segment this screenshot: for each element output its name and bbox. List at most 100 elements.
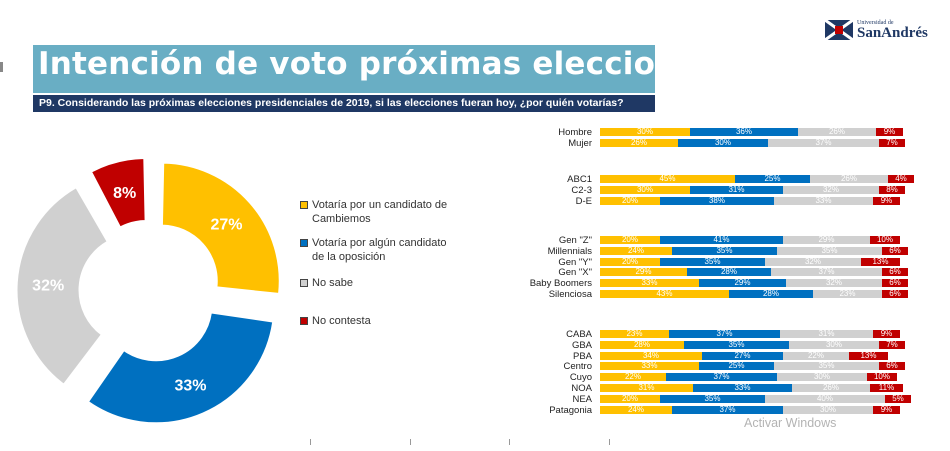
bar-segment-cambiemos: 20% (600, 257, 660, 266)
row-label-nea: NEA (572, 393, 592, 405)
legend-swatch-icon (300, 201, 308, 209)
bar-segment-cambiemos: 29% (600, 268, 687, 277)
bar-value-label: 26% (840, 175, 857, 183)
bar-segment-cambiemos: 30% (600, 128, 690, 136)
bar-segment-oposicion: 37% (666, 373, 777, 382)
bar-value-label: 32% (804, 257, 821, 266)
university-logo: Universidad de SanAndrés (824, 18, 928, 42)
page-edge-marker (0, 62, 3, 72)
bar-segment-no-contesta: 9% (873, 405, 900, 414)
bar-value-label: 35% (704, 394, 721, 403)
bar-segment-oposicion: 30% (678, 138, 768, 147)
axis-tick (509, 439, 510, 445)
bar-value-label: 13% (872, 257, 889, 266)
bar-value-label: 20% (621, 394, 638, 403)
bar-value-label: 7% (886, 340, 898, 349)
bar-segment-no-contesta: 8% (879, 185, 905, 194)
bar-segment-no-sabe: 22% (783, 351, 849, 360)
bar-value-label: 23% (626, 330, 643, 338)
bar-value-label: 22% (807, 351, 824, 360)
bar-segment-no-sabe: 26% (798, 128, 876, 136)
row-label-abc1: ABC1 (567, 174, 592, 185)
bar-value-label: 10% (876, 236, 893, 244)
bar-value-label: 31% (728, 185, 745, 194)
donut-slice-cambiemos (161, 162, 280, 294)
legend-swatch-icon (300, 317, 308, 325)
bar-value-label: 6% (889, 246, 901, 255)
bar-value-label: 35% (716, 246, 733, 255)
bar-value-label: 8% (886, 185, 898, 194)
legend-swatch-icon (300, 279, 308, 287)
bar-value-label: 31% (818, 330, 835, 338)
bar-segment-cambiemos: 24% (600, 405, 672, 414)
bar-segment-no-sabe: 31% (780, 330, 873, 338)
row-label-millennials: Millennials (547, 245, 592, 257)
bar-value-label: 35% (821, 246, 838, 255)
legend-label: No contesta (312, 315, 371, 327)
bar-value-label: 30% (813, 373, 830, 382)
bar-value-label: 37% (815, 138, 832, 147)
bar-value-label: 34% (642, 351, 659, 360)
bar-value-label: 6% (889, 268, 901, 277)
bar-segment-cambiemos: 33% (600, 279, 699, 288)
bar-segment-no-contesta: 10% (867, 373, 897, 382)
bar-value-label: 22% (624, 373, 641, 382)
bar-value-label: 11% (878, 384, 895, 392)
bar-value-label: 24% (627, 405, 644, 414)
bar-value-label: 24% (627, 246, 644, 255)
bar-segment-oposicion: 27% (702, 351, 783, 360)
bar-value-label: 4% (895, 175, 907, 183)
donut-label-cambiemos: 27% (210, 217, 242, 234)
bar-segment-no-contesta: 6% (882, 268, 908, 277)
bar-value-label: 30% (636, 128, 653, 136)
bar-value-label: 33% (641, 362, 658, 371)
bar-segment-no-contesta: 4% (888, 175, 914, 183)
axis-tick (609, 439, 610, 445)
bar-value-label: 6% (889, 279, 901, 288)
legend-item-cambiemos: Votaría por un candidato de Cambiemos (300, 198, 450, 226)
bar-segment-oposicion: 41% (660, 236, 783, 244)
bar-value-label: 37% (713, 373, 730, 382)
bar-segment-oposicion: 37% (669, 330, 780, 338)
donut-slice-oposicion (87, 312, 274, 424)
bar-segment-no-contesta: 13% (861, 257, 900, 266)
row-label-c2-3: C2-3 (571, 184, 592, 196)
bar-segment-no-sabe: 35% (777, 246, 882, 255)
row-label-silenciosa: Silenciosa (548, 289, 592, 300)
bar-value-label: 41% (713, 236, 730, 244)
bar-segment-cambiemos: 30% (600, 185, 690, 194)
bar-segment-oposicion: 33% (693, 384, 792, 392)
bar-value-label: 6% (889, 290, 901, 298)
bar-value-label: 31% (638, 384, 655, 392)
bar-value-label: 28% (762, 290, 779, 298)
bar-segment-cambiemos: 20% (600, 236, 660, 244)
legend-item-no-sabe: No sabe (300, 276, 450, 290)
bar-value-label: 28% (633, 340, 650, 349)
bar-segment-no-contesta: 9% (873, 330, 900, 338)
bar-segment-no-contesta: 7% (879, 138, 905, 147)
bar-value-label: 33% (815, 196, 832, 205)
bar-value-label: 36% (735, 128, 752, 136)
bar-segment-no-sabe: 37% (771, 268, 882, 277)
legend-label: No sabe (312, 277, 353, 289)
bar-value-label: 40% (816, 394, 833, 403)
bar-segment-no-contesta: 6% (879, 362, 905, 371)
bar-value-label: 25% (728, 362, 745, 371)
legend-item-oposicion: Votaría por algún candidato de la oposic… (300, 236, 450, 264)
bar-segment-oposicion: 37% (672, 405, 783, 414)
bar-value-label: 20% (621, 236, 638, 244)
bar-value-label: 33% (734, 384, 751, 392)
windows-activation-watermark: Activar Windows (744, 416, 837, 430)
bar-segment-no-contesta: 9% (876, 128, 903, 136)
bar-segment-cambiemos: 33% (600, 362, 699, 371)
bar-segment-cambiemos: 26% (600, 138, 678, 147)
bar-segment-no-contesta: 6% (882, 290, 908, 298)
bar-value-label: 37% (716, 330, 733, 338)
bar-value-label: 43% (656, 290, 673, 298)
legend-swatch-icon (300, 239, 308, 247)
bar-segment-no-contesta: 5% (885, 394, 911, 403)
logo-name: SanAndrés (857, 24, 928, 41)
axis-tick (410, 439, 411, 445)
bar-segment-oposicion: 35% (684, 340, 789, 349)
bar-segment-no-sabe: 30% (783, 405, 873, 414)
